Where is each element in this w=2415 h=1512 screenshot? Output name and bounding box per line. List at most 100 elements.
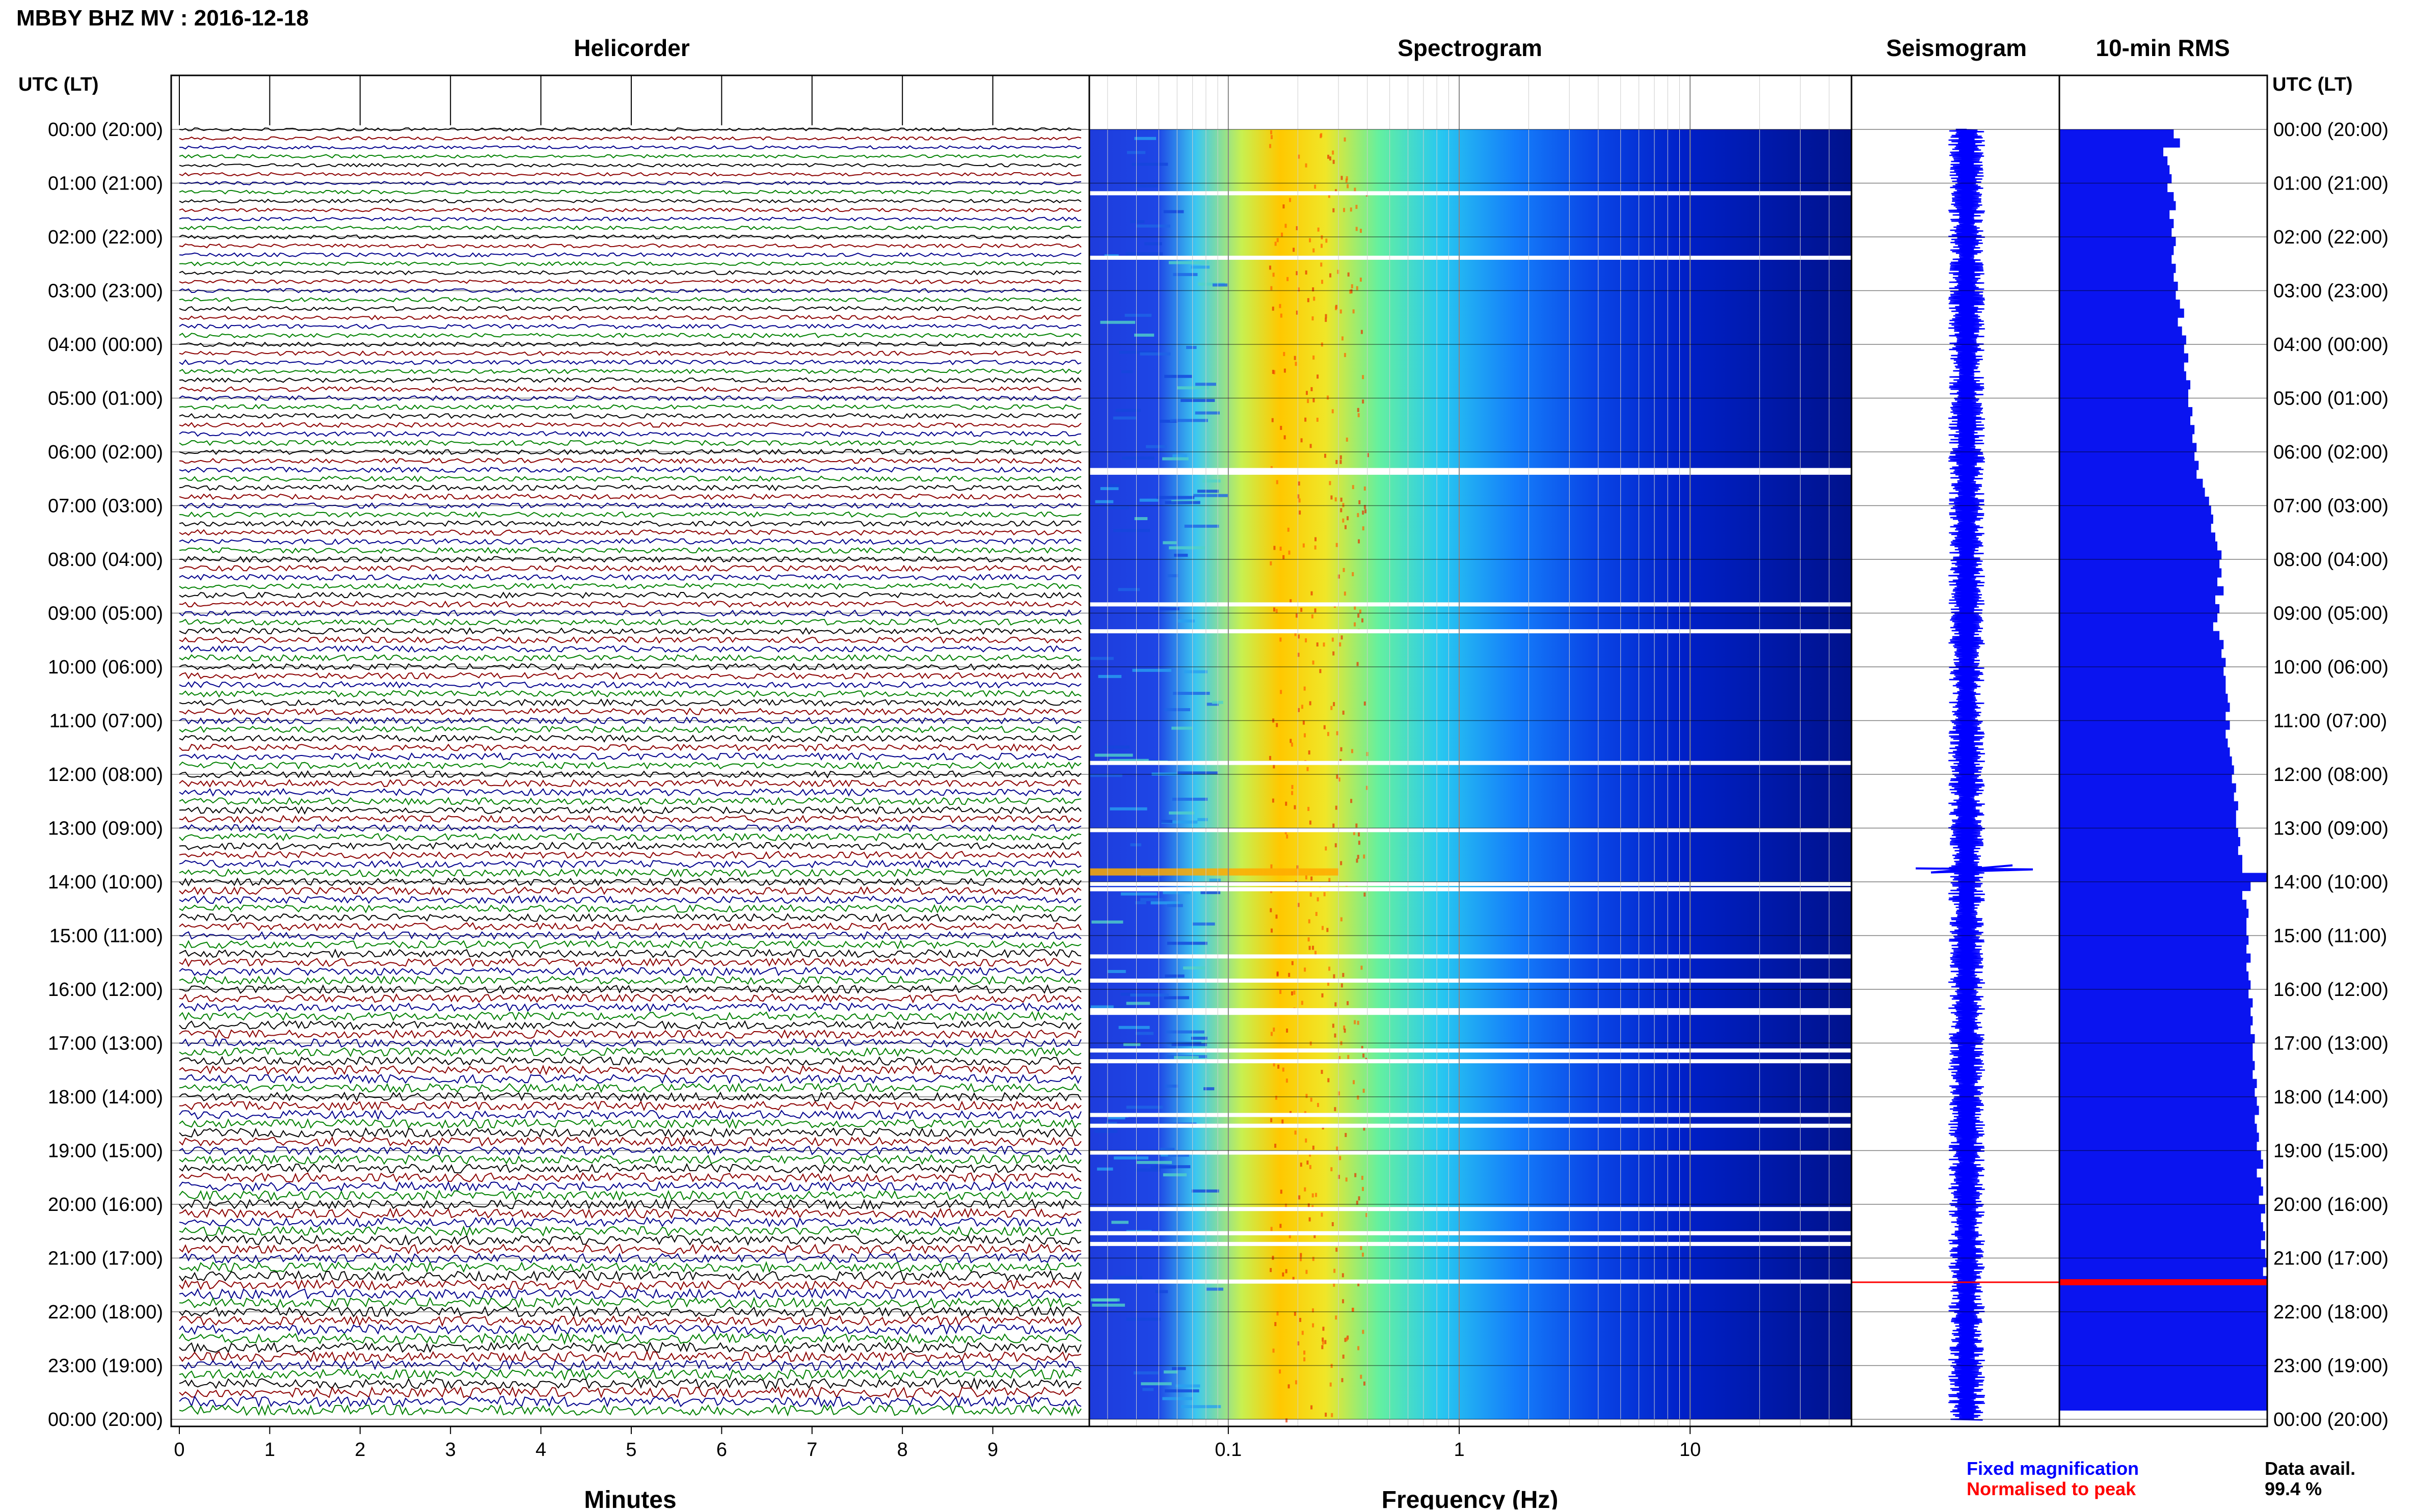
spectro-fleck	[1321, 926, 1324, 930]
time-label-left: 19:00 (15:00)	[48, 1141, 163, 1162]
spectro-fleck	[1273, 1062, 1275, 1067]
spectro-texture	[1126, 1002, 1150, 1005]
rms-bar	[2059, 1105, 2259, 1115]
rms-bar	[2059, 622, 2213, 632]
helicorder-trace	[179, 939, 1082, 950]
spectro-fleck	[1313, 1234, 1316, 1238]
spectro-fleck	[1320, 262, 1323, 267]
rms-peak-bar	[2059, 1279, 2267, 1285]
spectro-gap	[1089, 1059, 1852, 1064]
helicorder-trace	[179, 1172, 1082, 1183]
rms-bar	[2059, 559, 2220, 569]
spectro-fleck	[1274, 241, 1277, 246]
spectro-fleck	[1279, 304, 1281, 308]
spectro-fleck	[1355, 227, 1358, 231]
spectro-fleck	[1270, 561, 1272, 565]
spectro-fleck	[1331, 409, 1334, 414]
spectro-texture	[1120, 892, 1158, 896]
rms-bar	[2059, 711, 2226, 721]
spectro-fleck	[1344, 137, 1346, 142]
spectro-texture	[1092, 1303, 1125, 1307]
spectro-fleck	[1361, 618, 1364, 623]
spectro-fleck	[1362, 510, 1364, 515]
minutes-axis: 0 1 2 3 4 5 6 7 8 9	[174, 1426, 998, 1461]
helicorder-trace	[179, 823, 1082, 833]
spectro-fleck	[1274, 1322, 1277, 1327]
spectro-fleck	[1270, 286, 1273, 290]
spectro-fleck	[1311, 614, 1313, 618]
rms-bar	[2059, 1150, 2261, 1160]
spectro-fleck	[1280, 1190, 1282, 1194]
spectro-texture	[1192, 1189, 1219, 1193]
spectro-fleck	[1344, 1029, 1346, 1033]
spectro-gap	[1089, 1011, 1852, 1015]
rms-bar	[2059, 819, 2236, 828]
helicorder-trace	[179, 422, 1082, 428]
spectro-fleck	[1325, 314, 1327, 318]
spectro-fleck	[1280, 313, 1282, 318]
spectro-fleck	[1338, 1056, 1341, 1060]
helicorder-trace	[179, 377, 1082, 384]
helicorder-trace	[179, 725, 1082, 734]
spectro-fleck	[1323, 642, 1325, 647]
time-label-right: 07:00 (03:00)	[2273, 496, 2389, 517]
spectro-texture	[1193, 494, 1228, 497]
spectro-fleck	[1340, 747, 1343, 751]
panel-title-rms: 10-min RMS	[2096, 35, 2230, 61]
rms-bar	[2059, 1222, 2263, 1232]
rms-bar	[2059, 496, 2209, 506]
spectro-fleck	[1305, 1138, 1307, 1143]
spectro-fleck	[1273, 370, 1276, 374]
rms-bar	[2059, 380, 2191, 390]
rms-bar	[2059, 174, 2172, 183]
spectro-fleck	[1282, 1272, 1284, 1277]
spectro-fleck	[1335, 460, 1338, 464]
spectro-fleck	[1286, 1028, 1289, 1033]
spectro-fleck	[1270, 1032, 1273, 1036]
spectro-texture	[1191, 1036, 1208, 1040]
time-label-right: 21:00 (17:00)	[2273, 1248, 2389, 1270]
spectro-fleck	[1342, 503, 1345, 507]
rms-bar	[2059, 890, 2243, 900]
data-availability-value: 99.4 %	[2265, 1478, 2322, 1499]
spectro-texture	[1100, 487, 1119, 491]
rms-bar	[2059, 237, 2176, 247]
rms-bar	[2059, 855, 2243, 865]
spectro-fleck	[1291, 785, 1294, 789]
time-label-right: 10:00 (06:00)	[2273, 657, 2389, 678]
spectro-fleck	[1327, 154, 1330, 159]
spectro-texture	[1163, 541, 1177, 545]
time-label-right: 00:00 (20:00)	[2273, 119, 2389, 141]
helicorder-trace	[179, 1091, 1082, 1102]
spectro-fleck	[1343, 208, 1346, 212]
helicorder-trace	[179, 547, 1082, 554]
rms-bar	[2059, 192, 2174, 202]
spectro-texture	[1108, 1116, 1125, 1120]
spectro-fleck	[1284, 830, 1287, 834]
time-label-right: 00:00 (20:00)	[2273, 1409, 2389, 1430]
rms-bar	[2059, 1052, 2253, 1062]
helicorder-trace	[179, 1350, 1082, 1363]
spectro-fleck	[1294, 805, 1296, 809]
spectro-texture	[1191, 265, 1210, 269]
helicorder-trace	[179, 1100, 1082, 1112]
helicorder-trace	[179, 1127, 1082, 1139]
spectro-texture	[1167, 574, 1178, 578]
spectro-fleck	[1328, 966, 1331, 971]
rms-bar	[2059, 1293, 2267, 1303]
spectro-fleck	[1314, 545, 1317, 550]
helicorder-trace	[179, 654, 1082, 662]
time-label-left: 00:00 (20:00)	[48, 119, 163, 141]
spectro-fleck	[1341, 336, 1344, 341]
rms-bar	[2059, 416, 2191, 425]
helicorder-trace	[179, 574, 1082, 581]
rms-bar	[2059, 1016, 2253, 1025]
rms-bar	[2059, 478, 2203, 488]
time-label-right: 04:00 (00:00)	[2273, 334, 2389, 356]
spectro-fleck	[1270, 864, 1273, 869]
helicorder-trace	[179, 529, 1082, 536]
spectro-fleck	[1287, 527, 1290, 532]
spectro-fleck	[1360, 1374, 1362, 1379]
spectro-texture	[1126, 1317, 1161, 1321]
helicorder-trace	[179, 296, 1082, 303]
